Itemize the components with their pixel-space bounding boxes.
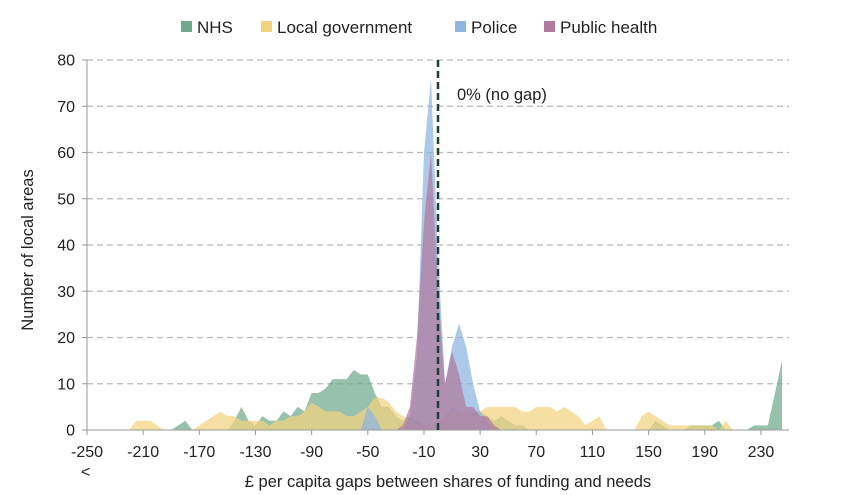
x-tick-label: -250	[71, 444, 103, 461]
x-tick-label: 30	[471, 444, 489, 461]
legend-label-local-government: Local government	[277, 18, 412, 37]
legend-label-public-health: Public health	[560, 18, 657, 37]
x-axis-label: £ per capita gaps between shares of fund…	[245, 473, 651, 491]
legend-item-nhs: NHS	[181, 18, 233, 37]
y-tick-label: 0	[66, 423, 75, 440]
x-tick-label: -90	[300, 444, 323, 461]
x-tick-label: -10	[412, 444, 435, 461]
y-tick-label: 20	[57, 330, 75, 347]
y-axis-label: Number of local areas	[19, 169, 37, 330]
x-tick-label: 70	[527, 444, 545, 461]
legend-swatch-police	[455, 21, 466, 32]
x-tick-label: 150	[635, 444, 662, 461]
area-local-government	[87, 397, 789, 430]
y-tick-label: 30	[57, 284, 75, 301]
x-tick-label: -130	[239, 444, 271, 461]
x-tick-label: 110	[580, 444, 606, 461]
legend: NHS Local government Police Public healt…	[181, 18, 657, 37]
legend-swatch-public-health	[544, 21, 555, 32]
x-tick-label: 230	[748, 444, 775, 461]
legend-item-public-health: Public health	[544, 18, 657, 37]
x-tick-label: -210	[127, 444, 159, 461]
y-tick-label: 10	[57, 376, 75, 393]
legend-swatch-nhs	[181, 21, 192, 32]
legend-item-police: Police	[455, 18, 517, 37]
x-tick-label: -170	[183, 444, 215, 461]
y-tick-label: 40	[57, 238, 75, 255]
y-tick-label: 50	[57, 191, 75, 208]
zero-gap-annotation: 0% (no gap)	[457, 86, 547, 104]
y-tick-label: 80	[57, 53, 75, 70]
y-axis-ticks: 0 10 20 30 40 50 60 70 80	[57, 53, 87, 440]
y-tick-label: 70	[57, 99, 75, 116]
x-axis-ticks: -250 -210 -170 -130 -90 -50 -10 30 70 110 150 190 23…	[71, 430, 774, 461]
x-tick-label: 190	[691, 444, 718, 461]
y-tick-label: 60	[57, 145, 75, 162]
legend-label-nhs: NHS	[197, 18, 233, 37]
legend-swatch-local-government	[261, 21, 272, 32]
x-tick-label: -50	[356, 444, 379, 461]
legend-item-local-government: Local government	[261, 18, 412, 37]
x-tick-sublabel: <	[81, 464, 90, 481]
legend-label-police: Police	[471, 18, 517, 37]
